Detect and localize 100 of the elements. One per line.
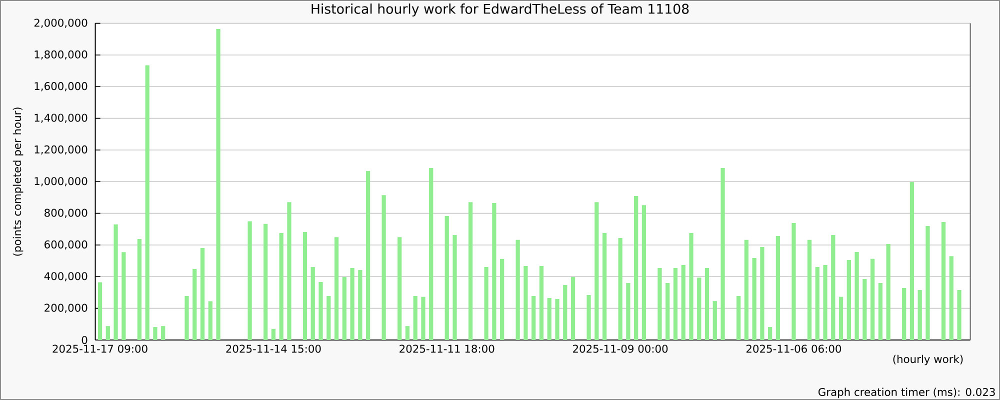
bar	[626, 282, 630, 340]
bar	[452, 235, 457, 340]
bar	[752, 258, 756, 340]
y-axis-title: (points completed per hour)	[12, 108, 24, 256]
bar	[854, 252, 859, 340]
bar	[941, 222, 946, 340]
bar	[807, 240, 812, 340]
y-tick-label: 200,000	[44, 304, 88, 313]
bar	[302, 232, 308, 340]
bar	[114, 224, 118, 340]
bar	[704, 268, 710, 340]
bar	[98, 282, 102, 340]
text: Graph creation timer (ms): 0.023	[818, 388, 995, 398]
y-tick-label: 1,000,000	[34, 177, 88, 186]
y-tick-label: 1,600,000	[34, 82, 88, 92]
bar	[634, 196, 638, 340]
bar	[310, 267, 315, 340]
bar	[161, 326, 166, 340]
bar	[815, 267, 820, 340]
bar	[949, 256, 954, 340]
bar	[264, 224, 268, 340]
bar	[823, 264, 828, 340]
bar	[618, 238, 622, 340]
bar	[318, 282, 323, 340]
bar	[184, 296, 189, 340]
bar	[712, 301, 717, 340]
bar	[326, 296, 331, 340]
bar	[886, 244, 890, 340]
bar	[358, 270, 362, 340]
x-tick-label: 2025-11-17 09:00	[52, 344, 148, 353]
bar	[910, 182, 914, 340]
bar	[792, 222, 796, 340]
y-tick-label: 2,000,000	[34, 18, 88, 28]
bar	[563, 285, 568, 340]
bar	[697, 278, 702, 340]
bar	[122, 252, 126, 340]
bar	[350, 268, 354, 340]
bar	[870, 258, 875, 340]
bar	[429, 168, 434, 340]
bar	[106, 326, 110, 340]
y-tick-label: 0	[82, 336, 88, 344]
x-tick-label: 2025-11-11 18:00	[400, 344, 494, 353]
bar	[673, 268, 678, 340]
y-tick-label: 400,000	[44, 272, 88, 282]
bar	[720, 168, 725, 340]
bar	[192, 269, 197, 340]
bar	[524, 266, 528, 340]
bar	[736, 296, 741, 340]
bar	[342, 276, 346, 340]
y-tick-label: 1,200,000	[34, 145, 88, 155]
bar	[689, 232, 694, 340]
x-tick-label: 2025-11-09 00:00	[573, 344, 668, 353]
bar	[602, 232, 607, 340]
bar	[334, 237, 339, 340]
chart-title: Historical hourly work for EdwardTheLess of Team 11108	[312, 4, 689, 16]
bar	[216, 29, 220, 340]
bar	[153, 327, 158, 340]
bar	[137, 238, 142, 340]
bar	[760, 247, 764, 340]
bar	[532, 296, 536, 340]
x-axis-title: (hourly work)	[893, 354, 963, 366]
bar	[586, 295, 591, 340]
bar	[287, 202, 292, 340]
bar	[681, 264, 686, 340]
bar	[846, 260, 851, 340]
bar	[642, 205, 646, 340]
bar	[666, 282, 670, 340]
bar	[421, 296, 426, 340]
bar	[405, 326, 410, 340]
bar	[208, 301, 212, 340]
bar	[838, 296, 844, 340]
x-tick-label: 2025-11-06 06:00	[746, 344, 842, 353]
bar	[902, 288, 906, 340]
bar	[555, 298, 560, 340]
bar	[878, 282, 883, 340]
y-tick-label: 800,000	[44, 208, 88, 218]
bar	[500, 258, 504, 340]
bar	[145, 65, 150, 340]
x-tick-label: 2025-11-14 15:00	[226, 344, 321, 353]
bar	[539, 266, 544, 340]
bar	[918, 290, 922, 340]
bar	[398, 237, 402, 340]
bar	[248, 221, 252, 340]
y-tick-label: 1,400,000	[34, 114, 88, 123]
bar	[768, 327, 772, 340]
bar	[279, 232, 284, 340]
bar	[484, 267, 488, 340]
bar	[658, 268, 662, 340]
bar	[594, 202, 599, 340]
y-tick-label: 1,800,000	[34, 50, 88, 60]
bar	[776, 236, 780, 340]
bar	[444, 216, 449, 340]
bar	[413, 296, 418, 340]
bar	[547, 298, 552, 340]
bar	[862, 279, 867, 340]
bar	[957, 290, 962, 340]
bar	[744, 240, 748, 340]
y-tick-label: 600,000	[44, 240, 88, 250]
bar	[271, 328, 276, 340]
bar	[831, 235, 836, 340]
